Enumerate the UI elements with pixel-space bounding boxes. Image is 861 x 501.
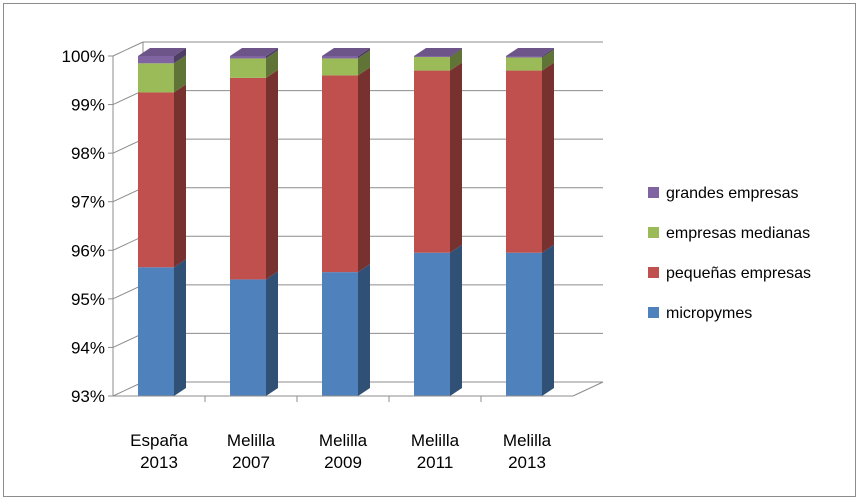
bar-segment-pequeñas-empresas xyxy=(414,70,450,253)
bar-top-grandes-empresas xyxy=(322,48,370,56)
y-tick-label: 100% xyxy=(62,47,105,66)
y-tick-label: 94% xyxy=(71,338,105,357)
legend-label: pequeñas empresas xyxy=(666,265,811,282)
bar-segment-micropymes xyxy=(230,279,266,396)
y-axis: 93% 94% 95% 96% 97% 98% 99% 100% xyxy=(62,47,114,406)
legend-swatch xyxy=(648,307,659,318)
bar-side-empresas-medianas xyxy=(174,55,186,93)
x-category-label: Melilla 2013 xyxy=(503,431,552,472)
bar-side-grandes-empresas xyxy=(174,48,186,64)
bar-segment-grandes-empresas xyxy=(138,56,174,64)
x-category-label-line: Melilla xyxy=(503,431,552,450)
bar-side-pequeñas-empresas xyxy=(542,62,554,253)
bar-side-micropymes xyxy=(266,271,278,396)
bar-segment-grandes-empresas xyxy=(230,56,266,59)
x-category-label-line: Melilla xyxy=(227,431,276,450)
legend-label: grandes empresas xyxy=(666,185,799,202)
x-category-label: Melilla 2009 xyxy=(319,431,368,472)
bar-segment-micropymes xyxy=(506,252,542,396)
x-category-label-line: 2011 xyxy=(417,453,454,472)
y-tick-label: 95% xyxy=(71,290,105,309)
bar-segment-pequeñas-empresas xyxy=(230,77,266,280)
x-category-label-line: 2013 xyxy=(508,453,546,472)
bar-segment-micropymes xyxy=(322,272,358,396)
y-tick-label: 96% xyxy=(71,241,105,260)
floor-right-edge xyxy=(572,381,604,397)
bar-side-pequeñas-empresas xyxy=(450,62,462,253)
legend-label: empresas medianas xyxy=(666,225,810,242)
legend-swatch xyxy=(648,227,659,238)
bar-side-grandes-empresas xyxy=(358,48,370,59)
bar-side-empresas-medianas xyxy=(358,50,370,76)
bar-segment-grandes-empresas xyxy=(414,56,450,57)
bar-top-grandes-empresas xyxy=(230,48,278,56)
x-category-label: Melilla 2011 xyxy=(411,431,460,472)
bar-side-micropymes xyxy=(358,264,370,396)
bar-segment-empresas-medianas xyxy=(322,58,358,76)
x-category-label-line: 2007 xyxy=(232,453,270,472)
bar-segment-pequeñas-empresas xyxy=(138,92,174,268)
bar-segment-empresas-medianas xyxy=(506,57,542,71)
x-axis: España 2013 Melilla 2007 Melilla 2009 Melilla 2… xyxy=(113,381,604,472)
x-category-label-line: 2013 xyxy=(140,453,178,472)
bar-segment-empresas-medianas xyxy=(414,56,450,71)
legend-swatch xyxy=(648,267,659,278)
bar-segment-grandes-empresas xyxy=(322,56,358,59)
x-category-label-line: 2009 xyxy=(324,453,362,472)
bar-side-micropymes xyxy=(450,244,462,396)
bar-top-grandes-empresas xyxy=(138,48,186,56)
gridline-side xyxy=(112,41,144,57)
bar-segment-micropymes xyxy=(414,252,450,396)
bar-top-grandes-empresas xyxy=(414,48,462,56)
bar-top-grandes-empresas xyxy=(506,48,554,56)
bar-segment-grandes-empresas xyxy=(506,56,542,58)
legend: grandes empresas empresas medianas pequeña… xyxy=(648,185,811,322)
bar-side-grandes-empresas xyxy=(450,48,462,57)
y-tick-label: 93% xyxy=(71,387,105,406)
bar-side-empresas-medianas xyxy=(450,48,462,71)
legend-swatch xyxy=(648,187,659,198)
y-tick-label: 99% xyxy=(71,96,105,115)
bar-segment-pequeñas-empresas xyxy=(322,75,358,273)
bar-side-empresas-medianas xyxy=(542,49,554,71)
bars xyxy=(138,48,554,396)
bar-side-pequeñas-empresas xyxy=(174,84,186,268)
x-category-label: Melilla 2007 xyxy=(227,431,276,472)
bar-side-grandes-empresas xyxy=(542,48,554,58)
x-category-label: España 2013 xyxy=(130,431,188,472)
bar-segment-pequeñas-empresas xyxy=(506,70,542,253)
bar-side-pequeñas-empresas xyxy=(358,67,370,273)
y-tick-label: 97% xyxy=(71,193,105,212)
x-category-label-line: Melilla xyxy=(319,431,368,450)
legend-label: micropymes xyxy=(666,305,752,322)
bar-side-empresas-medianas xyxy=(266,50,278,78)
bar-segment-micropymes xyxy=(138,267,174,396)
x-category-label-line: España xyxy=(130,431,188,450)
bar-side-micropymes xyxy=(174,259,186,396)
bar-segment-empresas-medianas xyxy=(230,58,266,78)
bar-side-micropymes xyxy=(542,244,554,396)
x-category-label-line: Melilla xyxy=(411,431,460,450)
bar-side-pequeñas-empresas xyxy=(266,69,278,280)
bar-side-grandes-empresas xyxy=(266,48,278,59)
y-tick-label: 98% xyxy=(71,144,105,163)
bar-segment-empresas-medianas xyxy=(138,63,174,93)
